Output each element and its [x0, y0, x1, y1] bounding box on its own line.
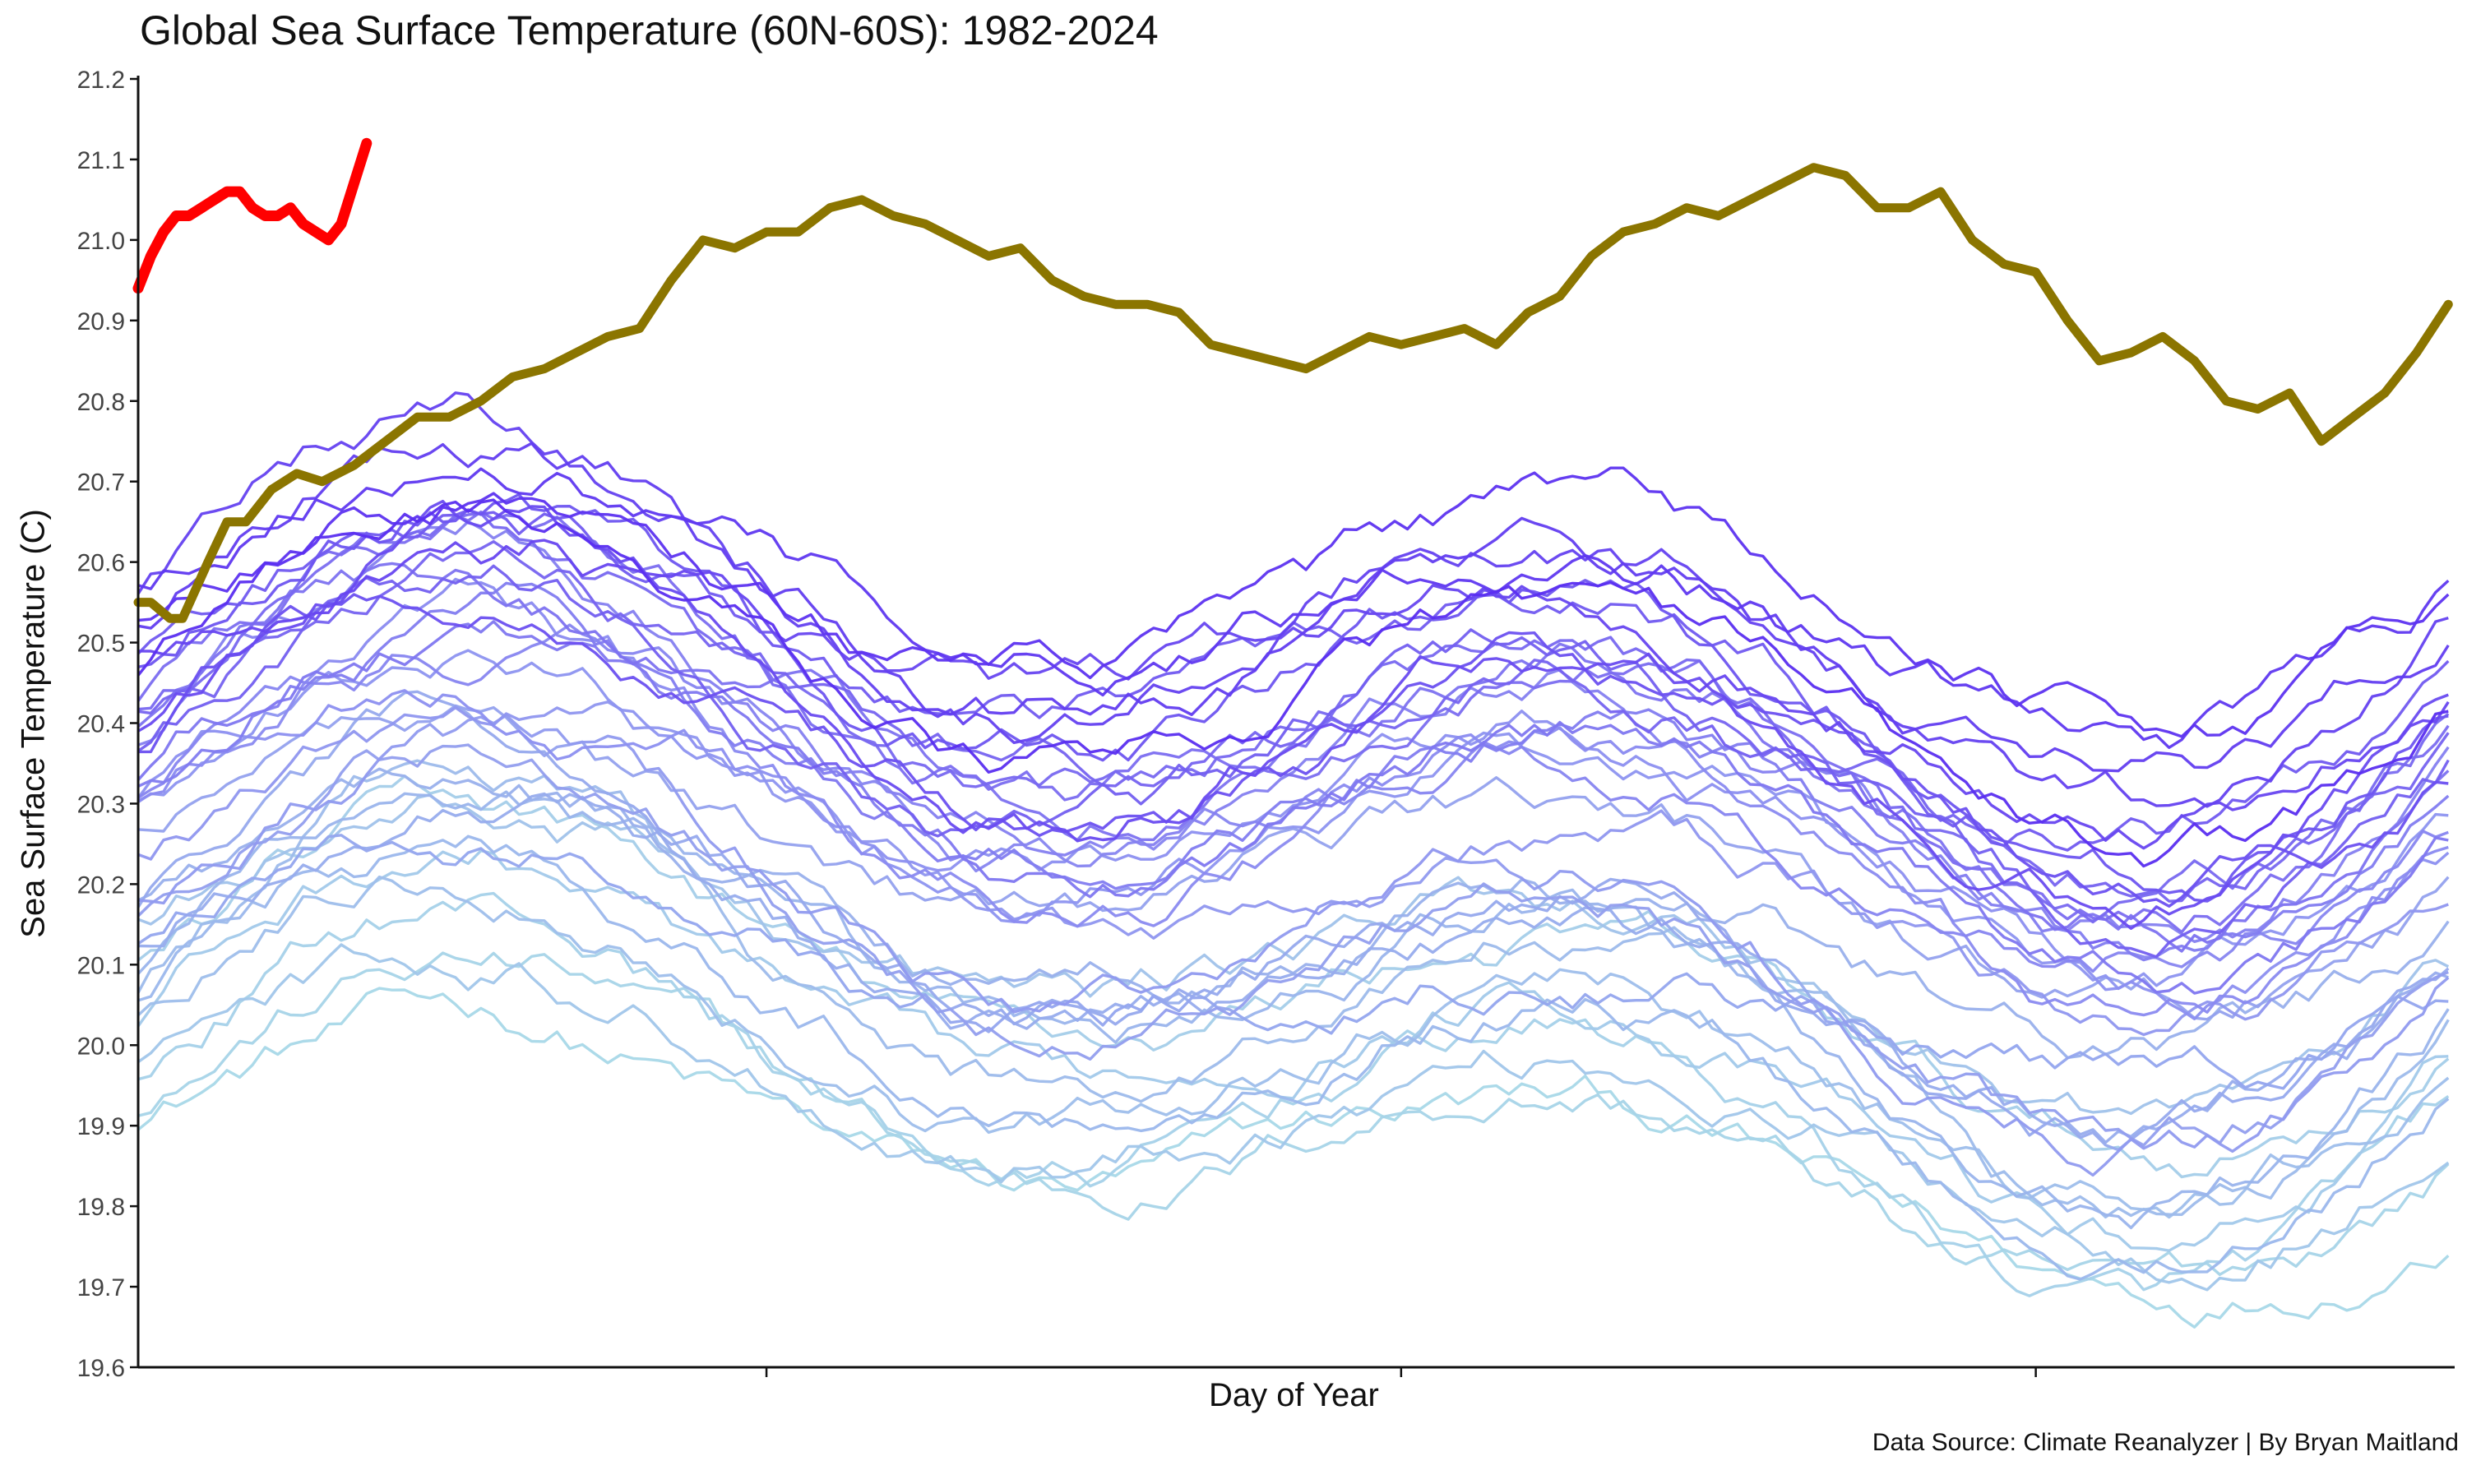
- y-tick-label: 20.6: [77, 550, 125, 577]
- series-2023-line: [133, 163, 2453, 623]
- year-line-2016: [137, 499, 2449, 930]
- year-line-2019: [137, 442, 2450, 773]
- y-tick-label: 20.1: [77, 952, 125, 979]
- year-line-1998: [137, 743, 2449, 1147]
- year-line-2018: [137, 391, 2449, 808]
- year-line-1983: [137, 951, 2450, 1276]
- year-line-1986: [137, 849, 2449, 1252]
- year-line-1999: [137, 714, 2450, 1177]
- y-tick-label: 21.2: [77, 67, 125, 94]
- year-line-1987: [137, 943, 2450, 1292]
- historical-year-lines: [137, 391, 2450, 1329]
- y-tick-label: 19.8: [77, 1194, 125, 1221]
- year-line-2003: [137, 577, 2449, 1017]
- year-line-2000: [137, 700, 2449, 1037]
- year-line-2006: [137, 581, 2450, 962]
- year-line-1996: [137, 834, 2449, 1090]
- series-2024-line: [132, 137, 373, 294]
- year-line-2022: [137, 498, 2449, 868]
- y-tick-label: 20.4: [77, 711, 125, 738]
- year-line-2011: [137, 540, 2450, 903]
- y-axis-label: Sea Surface Temperature (C): [15, 509, 52, 938]
- year-line-1995: [137, 690, 2450, 1152]
- year-line-1985: [137, 774, 2450, 1179]
- y-tick-label: 20.7: [77, 469, 125, 497]
- chart-title: Global Sea Surface Temperature (60N-60S)…: [140, 7, 1159, 53]
- x-axis-label: Day of Year: [1209, 1377, 1379, 1413]
- year-line-1989: [137, 875, 2450, 1219]
- year-line-1991: [137, 834, 2450, 1281]
- year-line-2021: [137, 466, 2450, 738]
- year-line-1982: [137, 987, 2450, 1329]
- year-line-2015: [138, 593, 2449, 908]
- data-source-caption: Data Source: Climate Reanalyzer | By Bry…: [1872, 1429, 2459, 1456]
- y-tick-label: 21.0: [77, 228, 125, 255]
- year-line-2012: [137, 564, 2450, 959]
- y-tick-label: 20.3: [77, 791, 125, 818]
- year-line-2002: [137, 689, 2450, 1020]
- y-tick-label: 20.2: [77, 871, 125, 899]
- year-line-2010: [137, 511, 2450, 924]
- y-tick-label: 20.0: [77, 1033, 125, 1060]
- y-tick-label: 20.8: [77, 389, 125, 416]
- year-line-1994: [137, 792, 2449, 1144]
- y-tick-label: 19.9: [77, 1113, 125, 1140]
- year-line-2007: [137, 620, 2449, 995]
- y-tick-label: 19.6: [77, 1355, 125, 1382]
- y-tick-label: 19.7: [77, 1274, 125, 1301]
- year-line-1990: [137, 759, 2450, 1219]
- y-tick-label: 21.1: [77, 147, 125, 174]
- year-line-1984: [137, 891, 2450, 1297]
- y-tick-label: 20.5: [77, 631, 125, 658]
- y-tick-label: 20.9: [77, 308, 125, 335]
- year-line-2020: [137, 467, 2450, 749]
- year-line-1988: [137, 793, 2450, 1116]
